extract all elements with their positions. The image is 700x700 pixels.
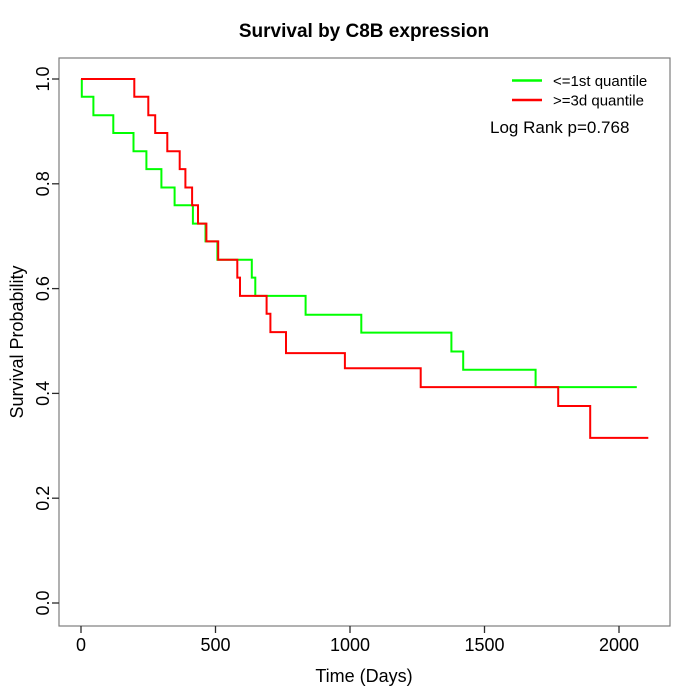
x-tick-label: 1000 xyxy=(330,635,370,655)
plot-border-box xyxy=(58,57,671,627)
x-tick-label: 1500 xyxy=(464,635,504,655)
legend: <=1st quantile >=3d quantile Log Rank p=… xyxy=(490,73,647,137)
chart-title: Survival by C8B expression xyxy=(239,21,489,42)
y-tick-label: 1.0 xyxy=(33,66,53,91)
y-tick-label: 0.0 xyxy=(33,590,53,615)
y-tick-label: 0.4 xyxy=(33,381,53,406)
x-tick-label: 2000 xyxy=(599,635,639,655)
axis-ticks: 0 500 1000 1500 2000 0.0 0.2 0.4 0.6 0.8 1.0 xyxy=(33,66,639,655)
legend-label-third-quantile: >=3d quantile xyxy=(553,93,644,110)
log-rank-annotation: Log Rank p=0.768 xyxy=(490,118,629,137)
y-axis-title: Survival Probability xyxy=(7,265,27,418)
y-tick-label: 0.6 xyxy=(33,276,53,301)
legend-label-first-quantile: <=1st quantile xyxy=(553,73,647,90)
km-curve-third-quantile xyxy=(81,78,649,439)
x-tick-label: 0 xyxy=(76,635,86,655)
x-tick-label: 500 xyxy=(200,635,230,655)
x-axis-title: Time (Days) xyxy=(315,666,412,686)
km-curves xyxy=(80,78,649,439)
y-tick-label: 0.2 xyxy=(33,486,53,511)
y-tick-label: 0.8 xyxy=(33,171,53,196)
